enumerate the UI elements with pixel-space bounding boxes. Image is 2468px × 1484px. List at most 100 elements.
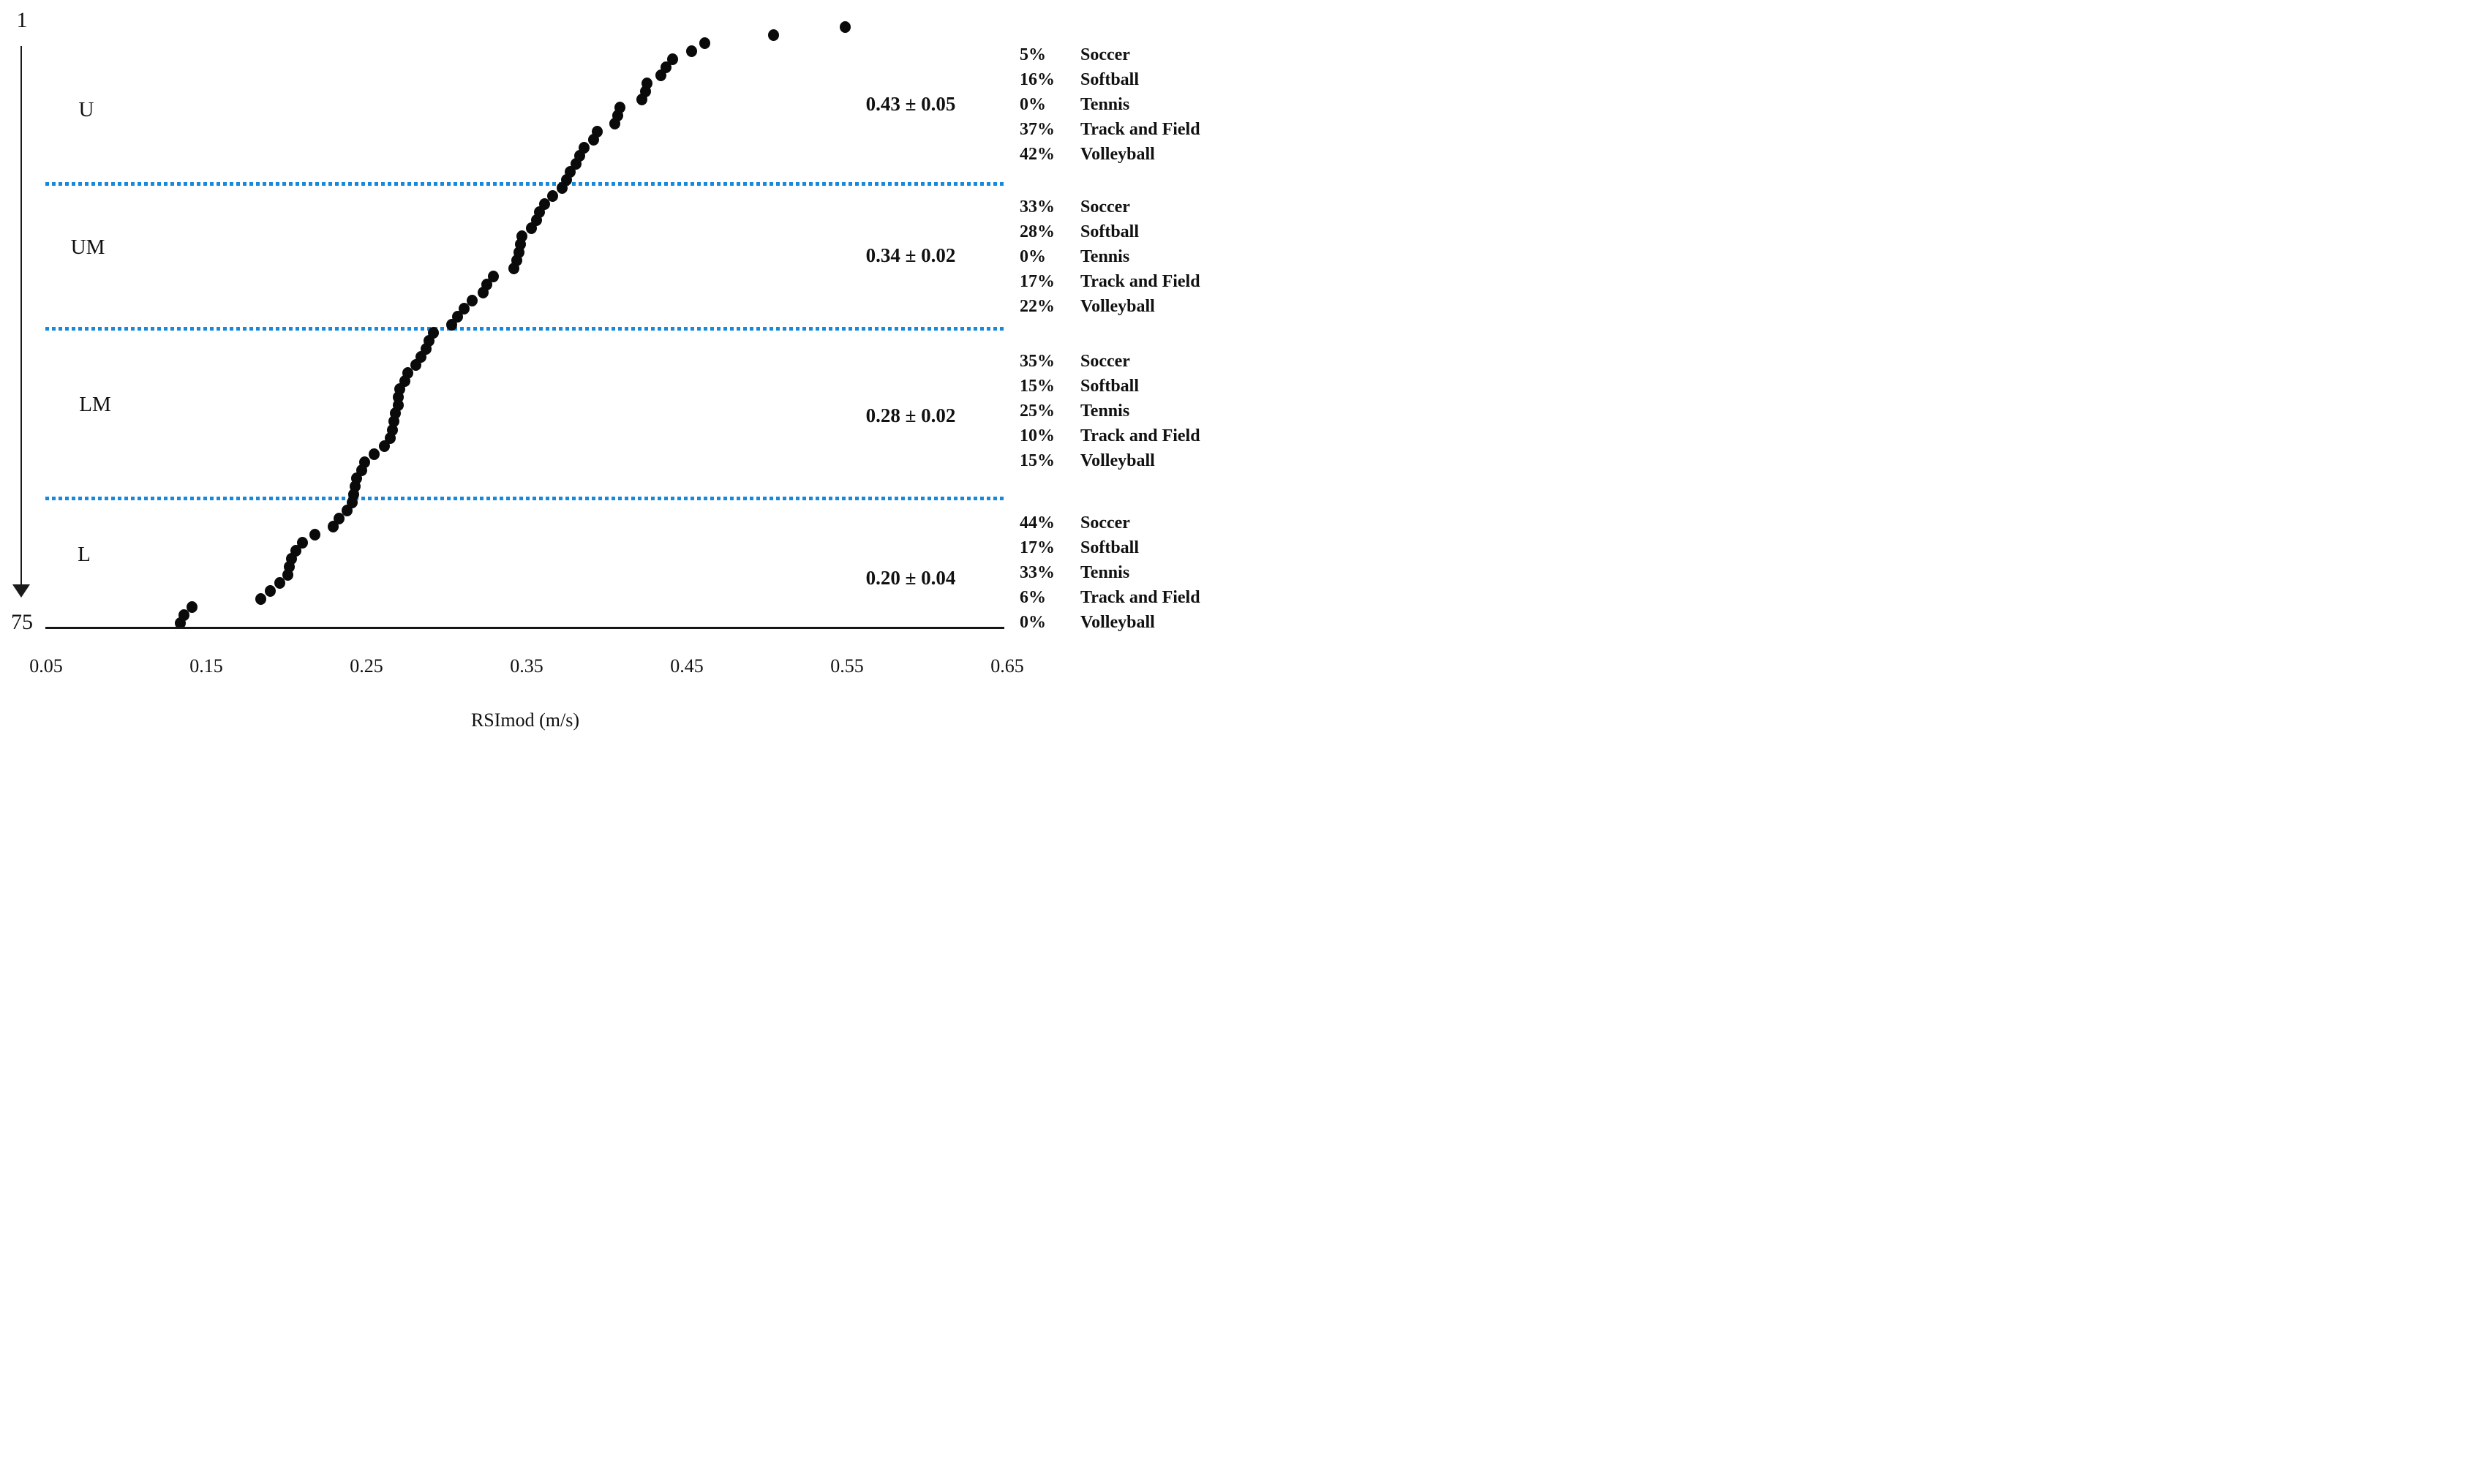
legend-percent: 33% — [1020, 563, 1055, 582]
legend-sport-name: Volleyball — [1080, 297, 1155, 316]
scatter-point — [508, 263, 519, 275]
legend-percent: 42% — [1020, 145, 1055, 164]
scatter-point — [342, 504, 353, 516]
legend-row: 33% Soccer — [1020, 195, 1232, 219]
legend-percent: 22% — [1020, 297, 1055, 316]
legend-sport-name: Track and Field — [1080, 272, 1200, 291]
scatter-point — [327, 520, 339, 532]
quartile-stat: 0.43 ± 0.05 — [865, 93, 956, 115]
legend-block: 44% Soccer 17% Softball 33% Tennis 6% Track and… — [1020, 511, 1232, 635]
legend-row: 16% Softball — [1020, 67, 1232, 92]
quartile-label: U — [78, 98, 94, 121]
x-tick-label: 0.65 — [990, 655, 1024, 677]
x-axis-line — [45, 627, 1004, 629]
legend-sport-name: Volleyball — [1080, 451, 1155, 470]
legend-row: 17% Track and Field — [1020, 269, 1232, 294]
legend-percent: 0% — [1020, 247, 1046, 266]
scatter-point — [282, 568, 294, 581]
legend-percent: 17% — [1020, 272, 1055, 291]
quartile-label: L — [78, 543, 91, 566]
x-tick-label: 0.55 — [830, 655, 864, 677]
legend-block: 35% Soccer 15% Softball 25% Tennis 10% Track an… — [1020, 349, 1232, 473]
quartile-stat: 0.20 ± 0.04 — [865, 567, 956, 589]
legend-row: 42% Volleyball — [1020, 142, 1232, 167]
quartile-divider-line — [45, 327, 1004, 331]
legend-row: 0% Tennis — [1020, 92, 1232, 117]
scatter-point — [385, 432, 396, 444]
scatter-point — [186, 600, 197, 613]
x-tick-label: 0.25 — [350, 655, 383, 677]
scatter-point — [445, 319, 457, 331]
x-tick-label: 0.35 — [510, 655, 543, 677]
legend-sport-name: Tennis — [1080, 247, 1130, 266]
scatter-point — [546, 189, 558, 202]
legend-row: 22% Volleyball — [1020, 294, 1232, 319]
legend-row: 6% Track and Field — [1020, 585, 1232, 610]
legend-sport-name: Volleyball — [1080, 145, 1155, 164]
legend-row: 15% Softball — [1020, 374, 1232, 399]
legend-row: 35% Soccer — [1020, 349, 1232, 374]
arrow-down-icon — [12, 584, 30, 598]
scatter-point — [175, 617, 187, 629]
legend-sport-name: Track and Field — [1080, 120, 1200, 139]
legend-sport-name: Tennis — [1080, 95, 1130, 114]
x-tick-label: 0.05 — [29, 655, 63, 677]
legend-row: 10% Track and Field — [1020, 423, 1232, 448]
scatter-point — [767, 29, 779, 41]
legend-sport-name: Volleyball — [1080, 613, 1155, 632]
legend-percent: 37% — [1020, 120, 1055, 139]
scatter-point — [686, 45, 698, 57]
quartile-stat: 0.28 ± 0.02 — [865, 404, 956, 426]
legend-row: 44% Soccer — [1020, 511, 1232, 535]
quartile-label: UM — [70, 236, 105, 259]
rsimod-quartile-figure: 1 75 U UM LM L 0.43 ± 0.05 0.34 ± 0.02 0.28 ±… — [0, 0, 1234, 742]
scatter-point — [378, 440, 390, 452]
legend-percent: 25% — [1020, 402, 1055, 421]
scatter-point — [609, 117, 620, 129]
legend-percent: 5% — [1020, 45, 1046, 64]
scatter-point — [467, 295, 478, 307]
legend-percent: 0% — [1020, 95, 1046, 114]
scatter-point — [410, 359, 422, 372]
legend-sport-name: Soccer — [1080, 197, 1130, 216]
quartile-divider-line — [45, 181, 1004, 186]
scatter-point — [265, 584, 276, 597]
legend-sport-name: Softball — [1080, 377, 1140, 396]
legend-sport-name: Softball — [1080, 70, 1140, 89]
legend-block: 5% Soccer 16% Softball 0% Tennis 37% Track and … — [1020, 42, 1232, 167]
legend-percent: 10% — [1020, 426, 1055, 445]
rank-axis-arrow-line — [20, 46, 22, 584]
legend-sport-name: Softball — [1080, 538, 1140, 557]
scatter-point — [478, 287, 489, 299]
scatter-point — [655, 69, 667, 81]
scatter-point — [274, 576, 286, 589]
scatter-point — [526, 222, 538, 234]
scatter-point — [309, 528, 321, 541]
legend-percent: 0% — [1020, 613, 1046, 632]
legend-row: 25% Tennis — [1020, 399, 1232, 423]
legend-sport-name: Track and Field — [1080, 588, 1200, 607]
legend-sport-name: Tennis — [1080, 563, 1130, 582]
legend-sport-name: Track and Field — [1080, 426, 1200, 445]
legend-row: 37% Track and Field — [1020, 117, 1232, 142]
legend-sport-name: Softball — [1080, 222, 1140, 241]
x-axis-title: RSImod (m/s) — [470, 709, 580, 731]
legend-percent: 17% — [1020, 538, 1055, 557]
quartile-stat: 0.34 ± 0.02 — [865, 244, 956, 266]
legend-row: 17% Softball — [1020, 535, 1232, 560]
x-tick-label: 0.45 — [670, 655, 704, 677]
scatter-point — [255, 592, 266, 605]
legend-percent: 35% — [1020, 352, 1055, 371]
legend-percent: 33% — [1020, 197, 1055, 216]
legend-block: 33% Soccer 28% Softball 0% Tennis 17% Track and… — [1020, 195, 1232, 319]
scatter-point — [556, 181, 568, 194]
legend-row: 33% Tennis — [1020, 560, 1232, 585]
scatter-point — [699, 37, 710, 49]
legend-sport-name: Tennis — [1080, 402, 1130, 421]
legend-sport-name: Soccer — [1080, 45, 1130, 64]
scatter-point — [588, 133, 600, 146]
legend-row: 28% Softball — [1020, 219, 1232, 244]
legend-row: 5% Soccer — [1020, 42, 1232, 67]
legend-row: 15% Volleyball — [1020, 448, 1232, 473]
legend-sport-name: Soccer — [1080, 352, 1130, 371]
